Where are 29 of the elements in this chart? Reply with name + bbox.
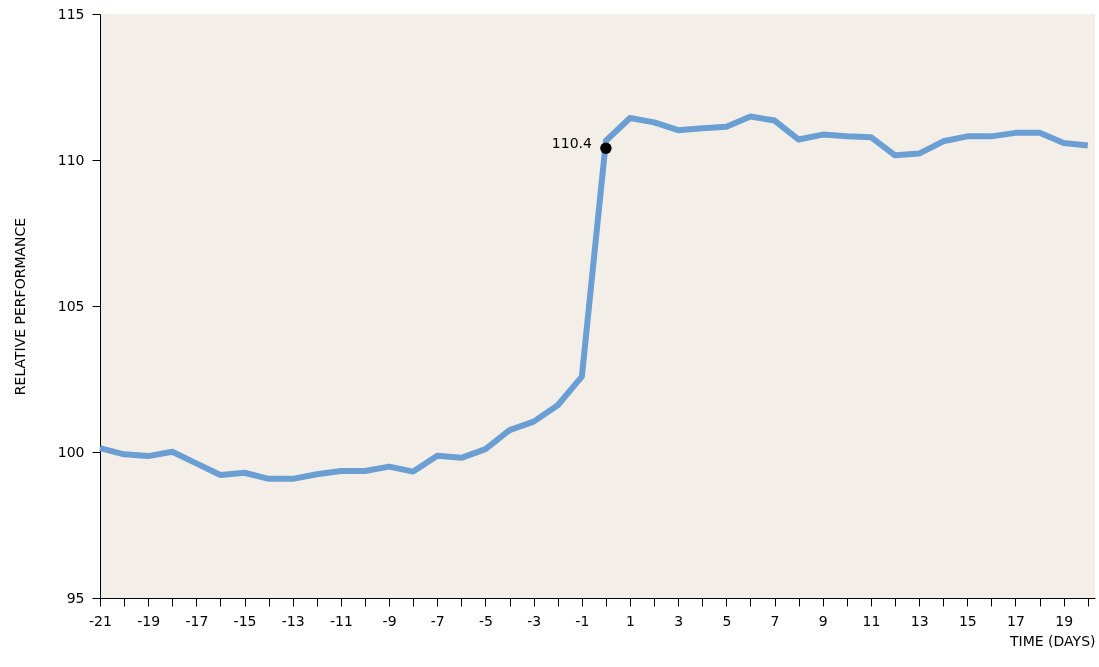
x-tick-label: -1: [575, 612, 590, 629]
x-tick-label: 13: [910, 612, 929, 629]
y-tick-label: 110: [57, 151, 85, 168]
x-tick-label: 11: [862, 612, 881, 629]
x-tick-label: -15: [233, 612, 257, 629]
x-tick-label: -9: [382, 612, 397, 629]
x-tick-label: -11: [329, 612, 353, 629]
x-tick-label: 5: [722, 612, 732, 629]
x-tick-label: 1: [626, 612, 635, 629]
y-axis-title: RELATIVE PERFORMANCE: [11, 217, 28, 396]
x-tick-label: 19: [1055, 612, 1074, 629]
y-tick-label: 115: [57, 5, 85, 22]
x-tick-label: -7: [430, 612, 445, 629]
x-axis-title: TIME (DAYS): [1009, 632, 1096, 649]
x-tick-label: 17: [1007, 612, 1025, 629]
y-tick-label: 105: [57, 297, 85, 314]
x-tick-label: 3: [674, 612, 684, 629]
x-tick-label: -17: [185, 612, 209, 629]
x-tick-label: 9: [818, 612, 828, 629]
x-tick-label: -21: [89, 612, 112, 629]
x-tick-label: -19: [137, 612, 161, 629]
x-tick-label: 15: [958, 612, 977, 629]
x-tick-label: -5: [478, 612, 493, 629]
y-tick-label: 100: [57, 443, 85, 460]
x-tick-label: -3: [527, 612, 542, 629]
x-tick-label: -13: [281, 612, 305, 629]
y-tick-label: 95: [66, 589, 85, 606]
x-tick-label: 7: [770, 612, 780, 629]
data-label: 110.4: [551, 135, 593, 152]
